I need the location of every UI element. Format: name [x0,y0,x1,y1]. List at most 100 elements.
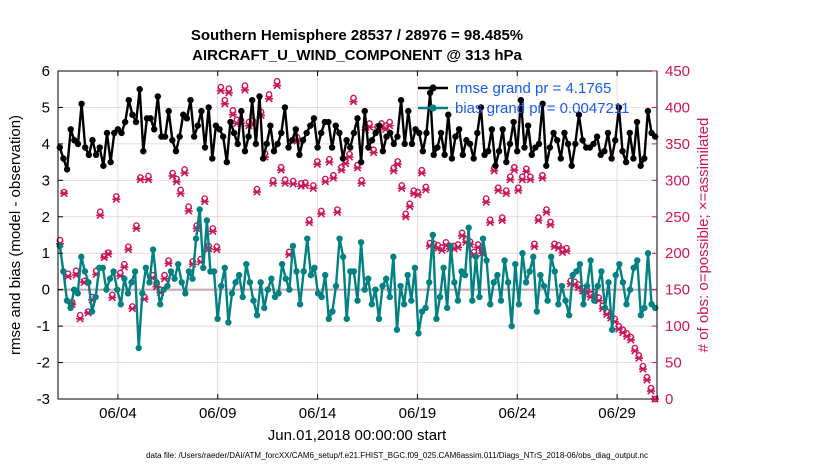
bias-point [490,279,497,286]
y-tick-label-right: 250 [665,209,690,226]
bias-point [623,301,630,308]
obs-assimilated-marker [172,178,181,186]
obs-assimilated-marker [240,86,249,94]
bias-point [573,268,580,275]
bias-point [322,271,329,279]
obs-assimilated-marker [345,153,354,161]
bias-point [397,282,404,290]
rmse-point [539,100,546,108]
obs-assimilated-marker [212,245,221,254]
rmse-point [543,162,550,169]
rmse-point [575,111,583,118]
rmse-point [365,144,372,151]
y-tick-label-left: 5 [42,99,50,116]
obs-assimilated-marker [309,184,318,193]
bias-point [461,271,469,279]
bias-point [472,253,480,261]
bias-point [139,290,146,297]
bias-point [372,286,379,293]
bias-point [289,242,297,250]
rmse-point [281,104,289,111]
obs-assimilated-marker [349,97,358,106]
bias-point [257,279,264,286]
obs-assimilated-marker [502,189,511,198]
bias-point [63,297,71,304]
bias-point [85,279,92,286]
bias-point [239,293,246,301]
rmse-point [332,122,339,129]
obs-assimilated-marker [421,186,430,194]
bias-point [594,282,602,290]
obs-assimilated-marker [224,89,233,97]
obs-assimilated-marker [144,175,153,184]
bias-point [293,268,300,275]
bias-point [67,304,74,312]
obs-assimilated-marker [642,376,651,384]
bias-point [361,286,368,293]
bias-point [296,301,304,308]
x-tick-label: 06/19 [399,405,437,422]
rmse-point [165,107,172,115]
rmse-point [285,144,292,151]
obs-assimilated-marker [389,167,398,175]
rmse-point [503,158,510,166]
rmse-point [510,118,517,126]
obs-assimilated-marker [252,188,261,196]
rmse-point [368,137,376,144]
rmse-point [535,140,543,148]
rmse-point [557,155,564,162]
obs-possible-marker [273,77,281,85]
rmse-point [390,140,398,148]
rmse-point [263,140,270,148]
rmse-point [238,107,245,115]
obs-assimilated-marker [265,94,274,103]
rmse-point [92,151,100,159]
obs-assimilated-marker [329,174,338,182]
bias-point [415,330,422,337]
y-tick-label-left: 2 [42,209,50,226]
rmse-point [190,133,198,140]
obs-assimilated-marker [385,121,394,130]
rmse-point [288,137,296,144]
obs-assimilated-marker [522,167,531,176]
bias-point [601,304,609,312]
rmse-point [394,133,401,140]
bias-point [325,315,333,323]
rmse-point [121,118,129,126]
rmse-point [209,155,216,162]
bias-point [228,290,236,297]
rmse-point [372,129,379,137]
obs-possible-marker [72,267,80,275]
rmse-point [354,115,361,122]
bias-point [555,301,562,308]
rmse-point [612,137,619,144]
obs-assimilated-marker [220,100,229,108]
bias-point [379,282,386,290]
rmse-point [604,129,612,137]
bias-point [117,301,124,308]
rmse-point [270,147,278,155]
bias-point [390,253,397,261]
bias-point [261,304,268,312]
y-tick-label-right: 50 [665,355,682,372]
rmse-point [484,147,492,155]
bias-point [562,297,569,304]
y-tick-label-left: 3 [42,172,50,189]
obs-assimilated-marker [518,175,527,184]
y-tick-label-left: -2 [37,355,50,372]
x-axis-label: Jun.01,2018 00:00:00 start [268,427,447,444]
obs-assimilated-marker [405,202,414,211]
chart-title-line2: AIRCRAFT_U_WIND_COMPONENT @ 313 hPa [192,47,522,64]
bias-point [619,279,627,286]
bias-point [210,268,218,275]
rmse-point [234,140,241,148]
obs-possible-marker [185,203,192,210]
obs-assimilated-marker [482,198,491,206]
rmse-point [132,118,140,126]
rmse-point [85,151,93,159]
rmse-point [325,118,332,126]
bias-point [365,275,372,282]
rmse-point [419,147,427,155]
obs-assimilated-marker [325,158,334,166]
